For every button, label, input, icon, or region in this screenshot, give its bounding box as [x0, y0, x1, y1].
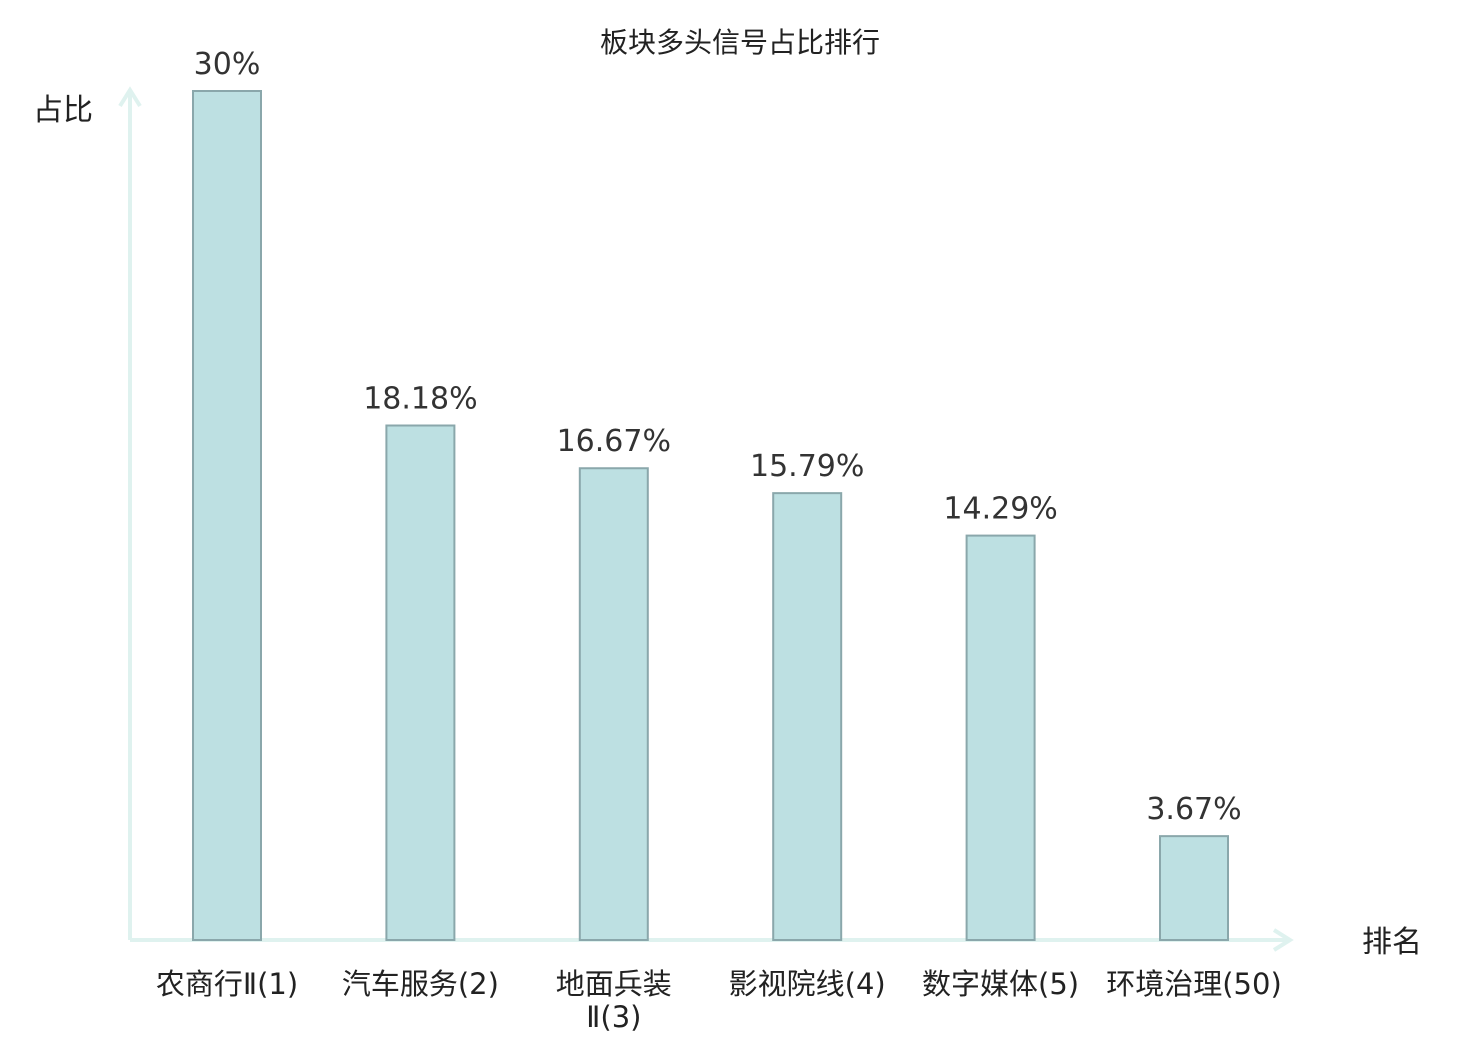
x-tick-label: 数字媒体(5)	[922, 967, 1079, 1001]
x-tick-label: 影视院线(4)	[729, 967, 886, 1001]
data-label: 3.67%	[1146, 792, 1241, 827]
data-label: 15.79%	[750, 449, 864, 484]
y-axis-arrow	[118, 86, 142, 108]
bar	[385, 424, 456, 942]
x-axis-label: 排名	[1362, 925, 1422, 960]
data-label: 16.67%	[557, 424, 671, 459]
bar	[192, 90, 262, 941]
data-label: 30%	[194, 47, 261, 82]
x-tick-label: 汽车服务(2)	[342, 967, 499, 1001]
bar	[772, 492, 843, 941]
bar	[965, 534, 1036, 942]
bars-group	[192, 90, 1229, 942]
axes	[118, 86, 1294, 952]
x-tick-label: 地面兵装 Ⅱ(3)	[556, 967, 672, 1034]
chart-title: 板块多头信号占比排行	[600, 26, 880, 59]
category-labels-group: 农商行Ⅱ(1) 汽车服务(2) 地面兵装 Ⅱ(3) 影视院线(4) 数字媒体(5) 环境治理…	[156, 967, 1282, 1034]
y-axis-label: 占比	[33, 93, 93, 128]
bar	[1159, 835, 1229, 941]
x-axis-arrow	[1272, 928, 1294, 952]
value-labels-group: 30% 18.18% 16.67% 15.79% 14.29% 3.67%	[194, 47, 1242, 827]
data-label: 14.29%	[943, 492, 1057, 527]
bar	[578, 467, 649, 941]
x-tick-label: 环境治理(50)	[1106, 967, 1282, 1001]
data-label: 18.18%	[363, 382, 477, 417]
x-tick-label: 农商行Ⅱ(1)	[156, 967, 298, 1001]
